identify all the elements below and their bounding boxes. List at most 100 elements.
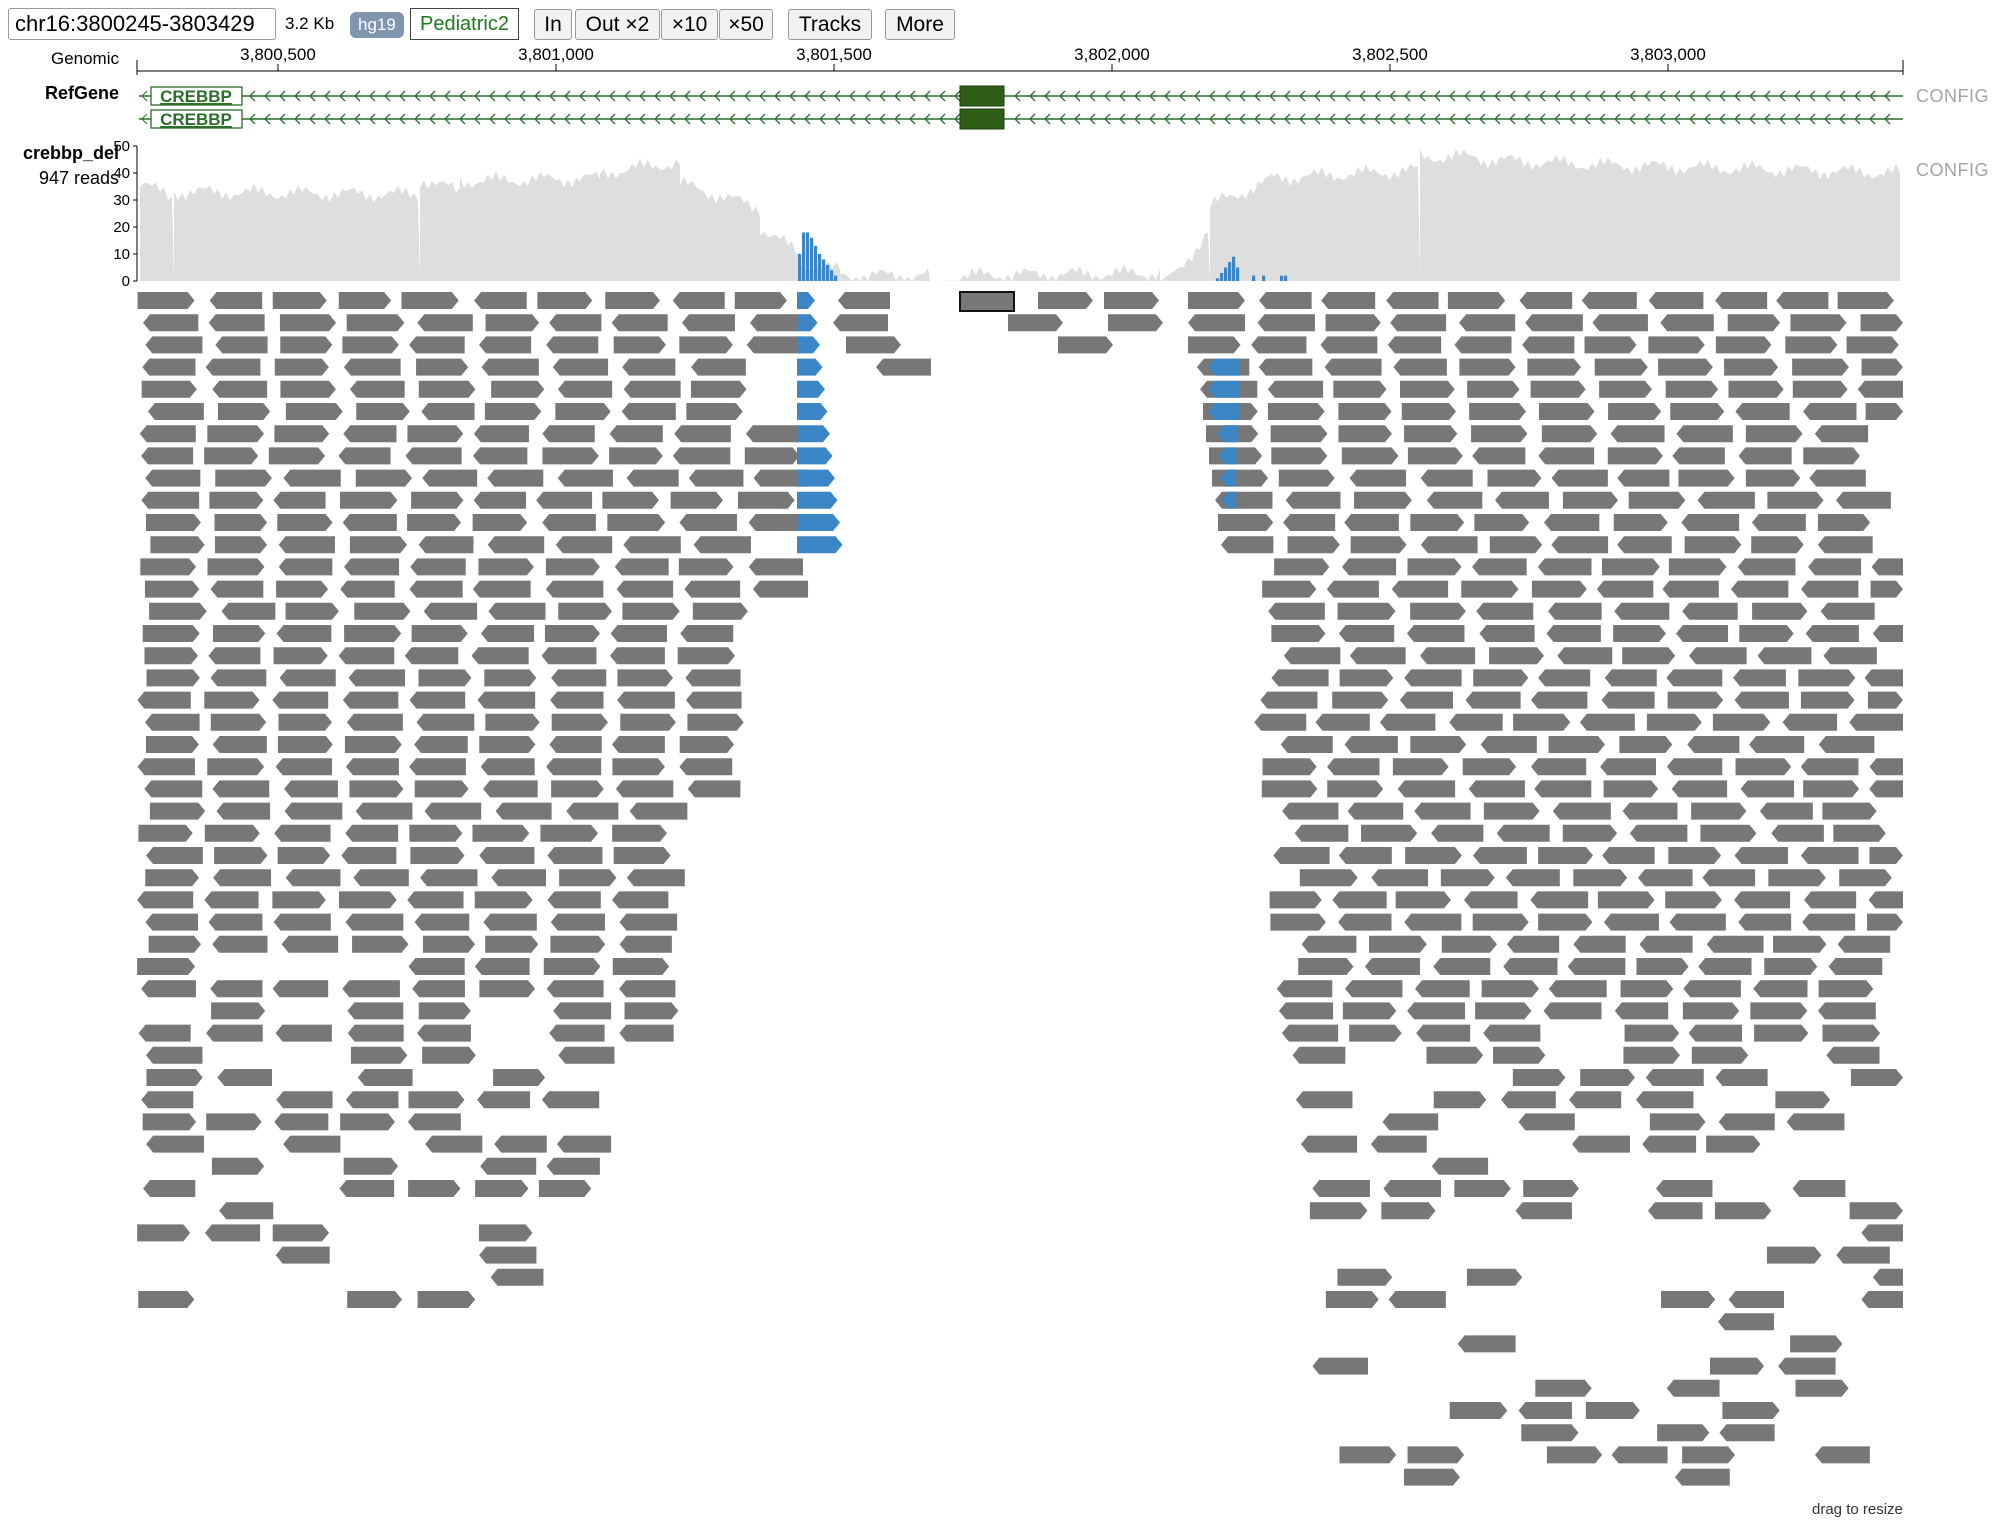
read [1867,913,1903,931]
read [1474,514,1530,531]
read [1603,780,1659,798]
refgene-track[interactable]: CREBBP CREBBP [139,85,1903,130]
read [1849,1202,1903,1220]
read [619,935,672,953]
read [137,1224,191,1242]
refgene-config-button[interactable]: CONFIG [1916,86,1989,106]
read [338,447,391,465]
read [1426,1046,1484,1064]
refgene-track-label[interactable]: RefGene [44,83,119,103]
read [418,669,472,687]
read [1776,292,1829,309]
read [1472,847,1527,864]
read [555,536,613,554]
read [1282,802,1339,820]
read [1327,780,1384,798]
dataset-button[interactable]: Pediatric2 [410,8,519,40]
read [425,1135,483,1153]
read [1220,469,1236,487]
read [1324,358,1382,376]
read [207,558,265,576]
read [616,580,674,598]
more-button[interactable]: More [885,9,955,40]
read [536,491,593,509]
read [1706,935,1764,953]
read [1795,1379,1849,1397]
read [550,935,606,953]
read [1868,891,1903,909]
read [1594,358,1648,376]
read [1691,1046,1749,1064]
read [1522,336,1575,354]
resize-handle[interactable]: drag to resize [1812,1501,1903,1518]
read [1531,580,1587,598]
read [1754,1024,1809,1042]
zoom-in-button[interactable]: In [534,9,572,40]
read [1839,869,1892,887]
tracks-button[interactable]: Tracks [788,9,872,40]
read [621,403,676,420]
read [838,292,890,309]
read [1817,514,1871,531]
read [558,602,613,620]
read [1604,669,1657,687]
read [1724,358,1779,376]
bam-track-name[interactable]: crebbp_del [22,143,119,163]
read [1325,1291,1379,1308]
read [687,713,744,731]
read-pileup[interactable] [137,291,1903,1486]
read [204,891,259,909]
softclip-coverage-bar [1232,256,1236,281]
coverage-track[interactable]: 50 40 30 20 10 0 [113,138,1900,290]
read [1669,913,1726,931]
read [477,1091,531,1109]
read [1420,469,1473,487]
read [609,647,665,665]
bam-config-button[interactable]: CONFIG [1916,160,1989,180]
read [1538,847,1594,864]
read [1814,425,1869,443]
read [1750,1002,1808,1020]
read [557,469,613,487]
read [1487,469,1542,487]
ruler-tick-label: 3,802,000 [1074,45,1150,64]
ruler-tick-label: 3,803,000 [1630,45,1706,64]
read [1828,958,1883,975]
read [540,824,599,842]
read [686,403,743,420]
read [137,891,194,909]
read [145,713,200,731]
read [1666,758,1723,776]
read [1607,447,1663,465]
read [343,358,401,376]
read [340,580,395,598]
read [219,1202,274,1220]
read [542,447,599,465]
softclip-coverage-bar [806,232,810,281]
read [1261,780,1318,798]
read [1292,1046,1346,1064]
read [1864,669,1903,687]
read [1596,580,1654,598]
zoom-out-50x-button[interactable]: ×50 [719,9,773,40]
read [137,292,195,309]
read [1416,1024,1471,1042]
coverage-axis-label: 40 [113,165,130,182]
read [210,580,264,598]
read [1611,1446,1668,1464]
read [610,625,667,642]
read [551,780,604,798]
zoom-out-2x-button[interactable]: Out ×2 [575,9,660,40]
read [1737,558,1796,576]
position-input[interactable] [8,8,276,40]
zoom-out-10x-button[interactable]: ×10 [661,9,718,40]
read [1338,847,1392,864]
genome-badge[interactable]: hg19 [350,12,404,38]
read [1702,869,1756,887]
read [1270,913,1326,931]
read [672,292,725,309]
read [1283,647,1341,665]
read [1767,491,1824,509]
read [1658,358,1713,376]
